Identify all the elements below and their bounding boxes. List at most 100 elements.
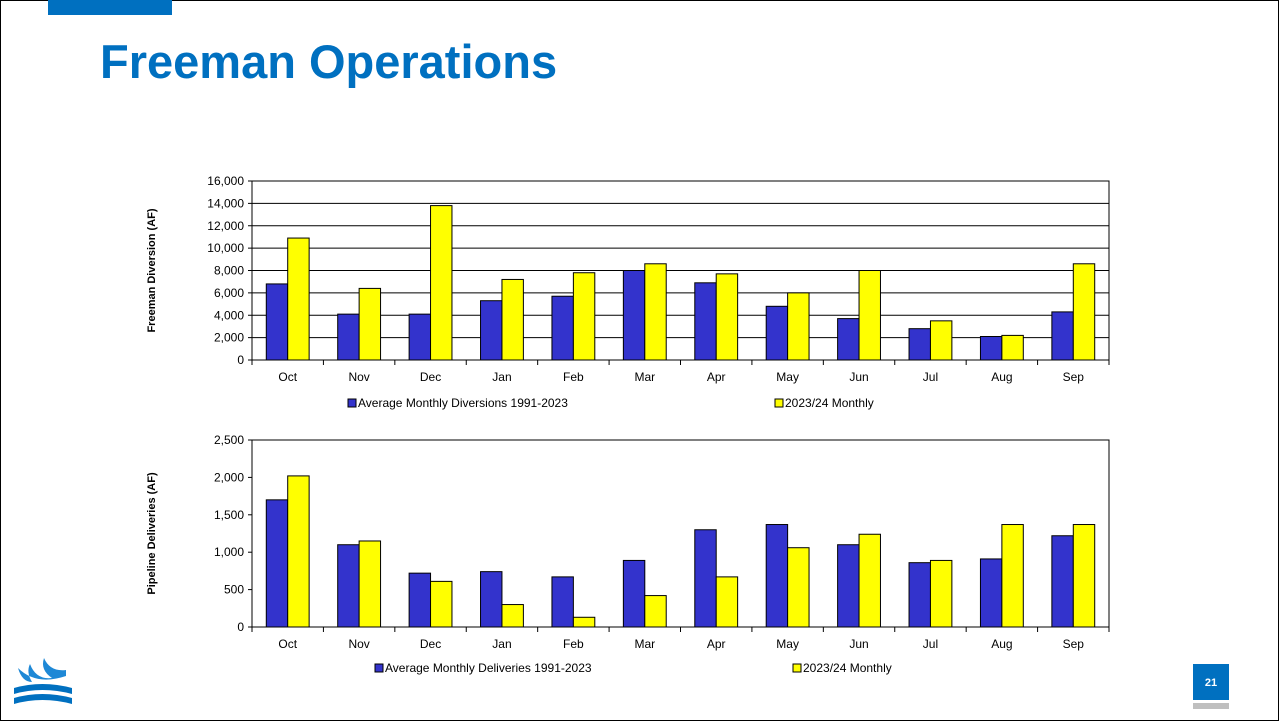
y-tick-label: 12,000 (207, 219, 244, 233)
x-tick-label: Mar (634, 370, 655, 384)
bar (480, 571, 503, 628)
legend-label: 2023/24 Monthly (785, 396, 874, 410)
y-tick-label: 0 (237, 353, 244, 367)
legend-label: Average Monthly Deliveries 1991-2023 (385, 661, 592, 675)
bar (858, 533, 881, 628)
bar (694, 282, 717, 361)
bar (787, 292, 810, 361)
bar (572, 272, 596, 361)
bar (715, 576, 739, 628)
y-axis-label: Freeman Diversion (AF) (146, 208, 158, 332)
y-tick-label: 10,000 (207, 241, 244, 255)
bar (337, 313, 360, 361)
bar (358, 287, 382, 361)
bar (501, 278, 524, 361)
bar (1051, 311, 1074, 361)
x-tick-label: Nov (348, 370, 369, 384)
logo-wave (14, 694, 72, 704)
legend-label: 2023/24 Monthly (803, 661, 892, 675)
y-tick-label: 2,000 (214, 470, 244, 484)
bar (644, 263, 667, 361)
bar (622, 559, 646, 628)
bar (858, 270, 881, 361)
bar (1051, 535, 1074, 628)
bar (979, 558, 1003, 628)
x-tick-label: Dec (420, 637, 441, 651)
x-tick-label: Jun (849, 637, 868, 651)
x-tick-label: Sep (1063, 637, 1085, 651)
bar (715, 273, 739, 361)
bar (787, 547, 810, 628)
page-number-underline (1193, 703, 1229, 709)
bar (644, 595, 667, 628)
y-tick-label: 2,000 (214, 331, 244, 345)
legend-swatch (347, 398, 357, 408)
y-tick-label: 1,500 (214, 508, 244, 522)
y-tick-label: 1,000 (214, 545, 244, 559)
legend-label: Average Monthly Diversions 1991-2023 (358, 396, 568, 410)
x-tick-label: Oct (278, 370, 297, 384)
y-tick-label: 0 (237, 620, 244, 634)
bar (622, 270, 646, 361)
bar (765, 305, 789, 361)
bar (551, 295, 574, 361)
plot-area (251, 439, 1110, 628)
y-tick-label: 2,500 (214, 433, 244, 447)
page-number-box (1193, 664, 1229, 700)
x-tick-label: Feb (563, 637, 584, 651)
bar (358, 540, 382, 628)
x-tick-label: Nov (348, 637, 369, 651)
logo-wave (14, 684, 72, 694)
bar (929, 320, 953, 361)
bar (1001, 334, 1024, 361)
bar (572, 616, 596, 628)
bar (1001, 524, 1024, 628)
bar (265, 283, 289, 361)
x-tick-label: Mar (634, 637, 655, 651)
bar (837, 318, 860, 361)
logo-drop (18, 658, 66, 682)
legend-swatch (374, 663, 384, 673)
x-tick-label: Apr (707, 370, 726, 384)
y-tick-label: 6,000 (214, 286, 244, 300)
y-tick-label: 4,000 (214, 308, 244, 322)
page-number: 21 (1205, 677, 1217, 689)
bar (287, 237, 310, 361)
bar (765, 524, 789, 628)
bar (287, 475, 310, 628)
x-tick-label: May (776, 637, 799, 651)
legend-swatch (792, 663, 802, 673)
bar (430, 205, 453, 361)
x-tick-label: Jul (923, 637, 938, 651)
x-tick-label: Jul (923, 370, 938, 384)
bar (908, 562, 931, 628)
y-tick-label: 16,000 (207, 174, 244, 188)
x-tick-label: Jan (492, 637, 511, 651)
accent-bar (48, 0, 172, 15)
bar (908, 328, 931, 361)
x-tick-label: Sep (1063, 370, 1085, 384)
x-tick-label: Aug (991, 637, 1012, 651)
bar (837, 544, 860, 628)
bar (430, 580, 453, 628)
x-tick-label: Dec (420, 370, 441, 384)
legend-swatch (774, 398, 784, 408)
x-tick-label: Jan (492, 370, 511, 384)
x-tick-label: Oct (278, 637, 297, 651)
x-tick-label: Jun (849, 370, 868, 384)
y-tick-label: 14,000 (207, 196, 244, 210)
x-tick-label: May (776, 370, 799, 384)
bar (551, 576, 574, 628)
slide-title: Freeman Operations (100, 35, 557, 88)
x-tick-label: Aug (991, 370, 1012, 384)
bar (694, 529, 717, 628)
bar (1072, 263, 1096, 361)
bar (979, 336, 1003, 361)
bar (480, 300, 503, 361)
y-axis-label: Pipeline Deliveries (AF) (146, 472, 158, 595)
x-tick-label: Apr (707, 637, 726, 651)
bar (408, 572, 432, 628)
bar (1072, 524, 1096, 628)
